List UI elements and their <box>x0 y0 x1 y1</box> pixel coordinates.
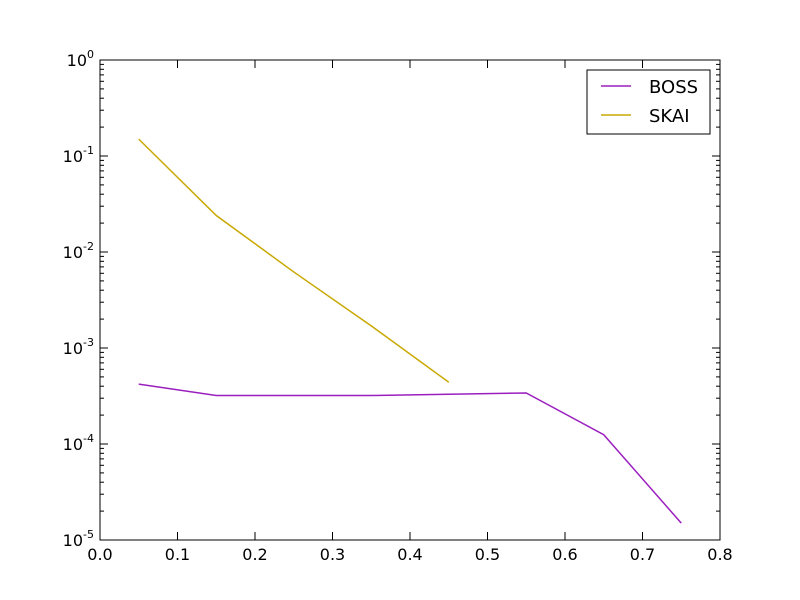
y-tick-label: 10-1 <box>63 144 94 166</box>
legend-label-skai: SKAI <box>649 106 690 127</box>
axis-ticks: 0.0 0.1 0.2 0.3 0.4 0.5 0.6 0.7 0.8 10-5 10-4 10-3 1… <box>63 48 733 564</box>
y-tick-label: 100 <box>67 48 94 70</box>
y-tick-label: 10-3 <box>63 336 94 358</box>
legend-box <box>586 69 711 135</box>
x-tick-label: 0.5 <box>475 545 500 564</box>
legend-label-boss: BOSS <box>649 77 698 98</box>
y-tick-label: 10-5 <box>63 528 94 550</box>
plot-marks <box>138 138 682 524</box>
series-line-boss <box>138 383 682 524</box>
legend: BOSS SKAI <box>586 69 711 135</box>
y-tick-label: 10-4 <box>63 432 94 454</box>
x-tick-label: 0.0 <box>87 545 112 564</box>
x-tick-label: 0.8 <box>707 545 732 564</box>
x-tick-label: 0.6 <box>552 545 577 564</box>
x-tick-label: 0.4 <box>397 545 422 564</box>
y-tick-label: 10-2 <box>63 240 94 262</box>
x-tick-label: 0.3 <box>320 545 345 564</box>
x-tick-label: 0.7 <box>630 545 655 564</box>
x-tick-label: 0.2 <box>242 545 267 564</box>
series-line-skai <box>138 138 450 383</box>
x-tick-label: 0.1 <box>165 545 190 564</box>
